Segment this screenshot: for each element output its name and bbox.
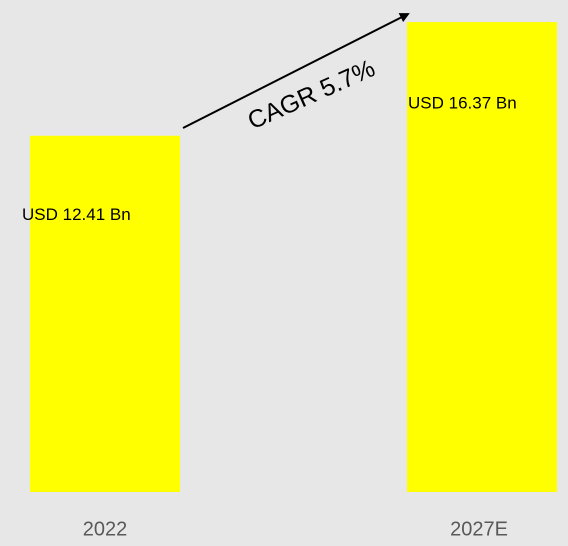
bar [30, 135, 180, 492]
x-tick-label: 2022 [83, 518, 128, 540]
x-tick-label: 2027E [450, 518, 508, 540]
value-label: USD 16.37 Bn [408, 94, 517, 113]
bar [407, 22, 557, 492]
cagr-arrow [182, 13, 410, 129]
value-label: USD 12.41 Bn [22, 205, 131, 224]
